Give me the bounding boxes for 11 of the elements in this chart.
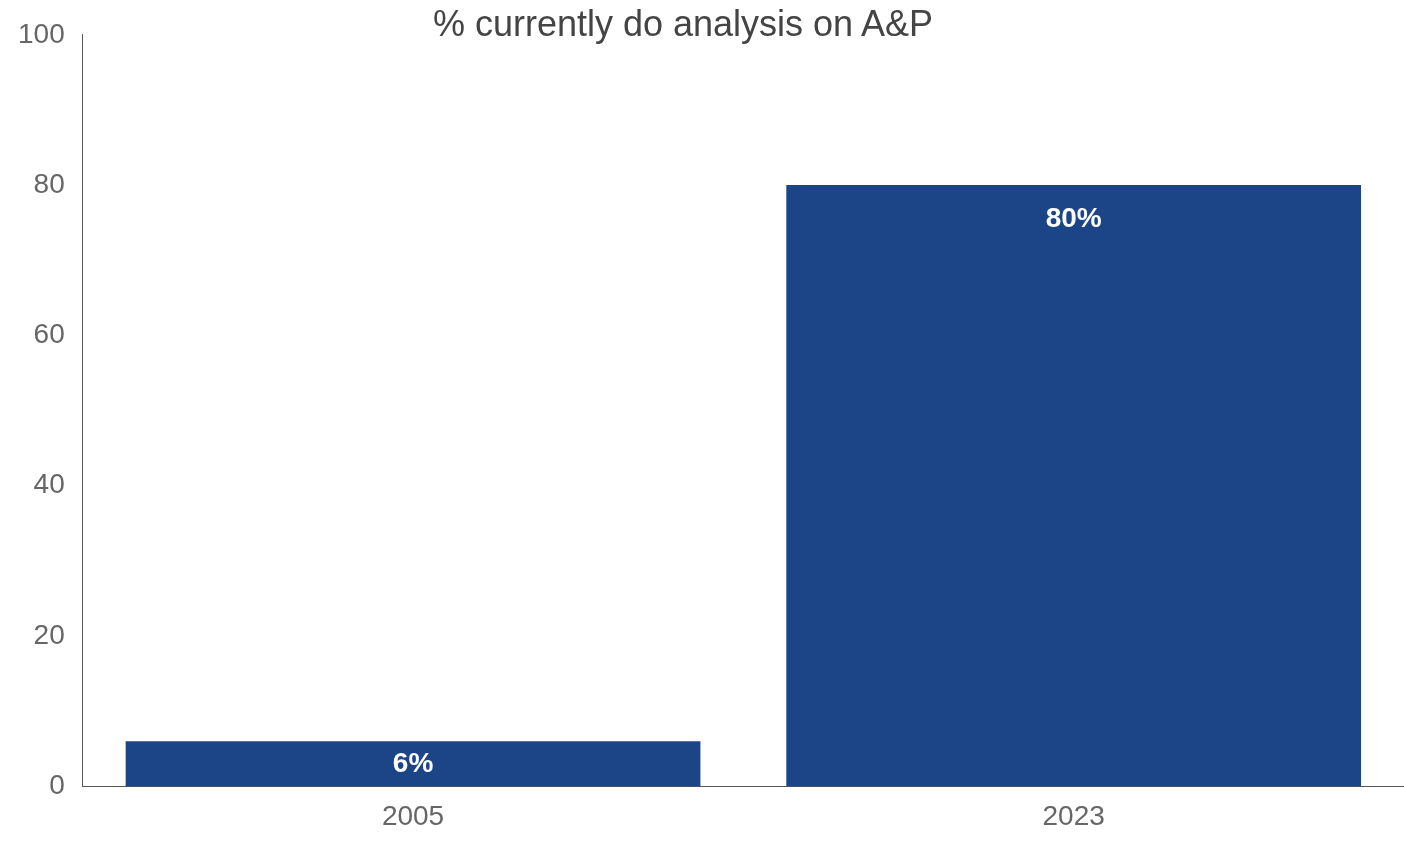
y-tick-label: 0 <box>49 769 65 801</box>
y-tick-label: 80 <box>33 167 65 199</box>
y-tick-label: 40 <box>33 468 65 500</box>
data-label: 6% <box>392 746 434 778</box>
x-tick-label: 2005 <box>381 799 445 831</box>
x-tick-label: 2023 <box>1042 799 1105 831</box>
y-tick-label: 20 <box>33 618 65 650</box>
data-label: 80% <box>1045 201 1102 233</box>
y-tick-label: 60 <box>33 318 65 350</box>
y-tick-label: 100 <box>18 17 65 49</box>
chart-title: % currently do analysis on A&P <box>432 2 934 44</box>
